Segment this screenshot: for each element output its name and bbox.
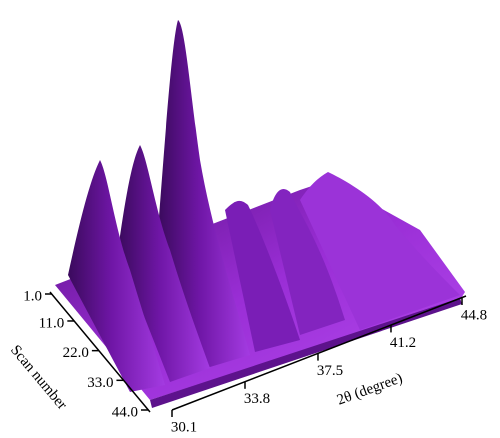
x-tick-label: 30.1: [171, 419, 197, 435]
x-axis: [171, 295, 467, 411]
x-tick-label: 33.8: [244, 391, 270, 407]
y-tick-label: 44.0: [112, 404, 138, 420]
y-tick-label: 1.0: [23, 288, 42, 304]
y-tick-label: 33.0: [87, 375, 113, 391]
y-tick-label: 11.0: [39, 315, 65, 331]
x-tick-label: 37.5: [317, 363, 343, 379]
surface: [55, 20, 465, 408]
y-axis: [49, 291, 151, 413]
x-tick-label: 44.8: [461, 307, 487, 323]
x-axis-title: 2θ (degree): [335, 370, 405, 408]
y-axis-title: Scan number: [7, 342, 70, 413]
y-tick-label: 22.0: [63, 345, 89, 361]
x-tick-label: 41.2: [390, 335, 416, 351]
